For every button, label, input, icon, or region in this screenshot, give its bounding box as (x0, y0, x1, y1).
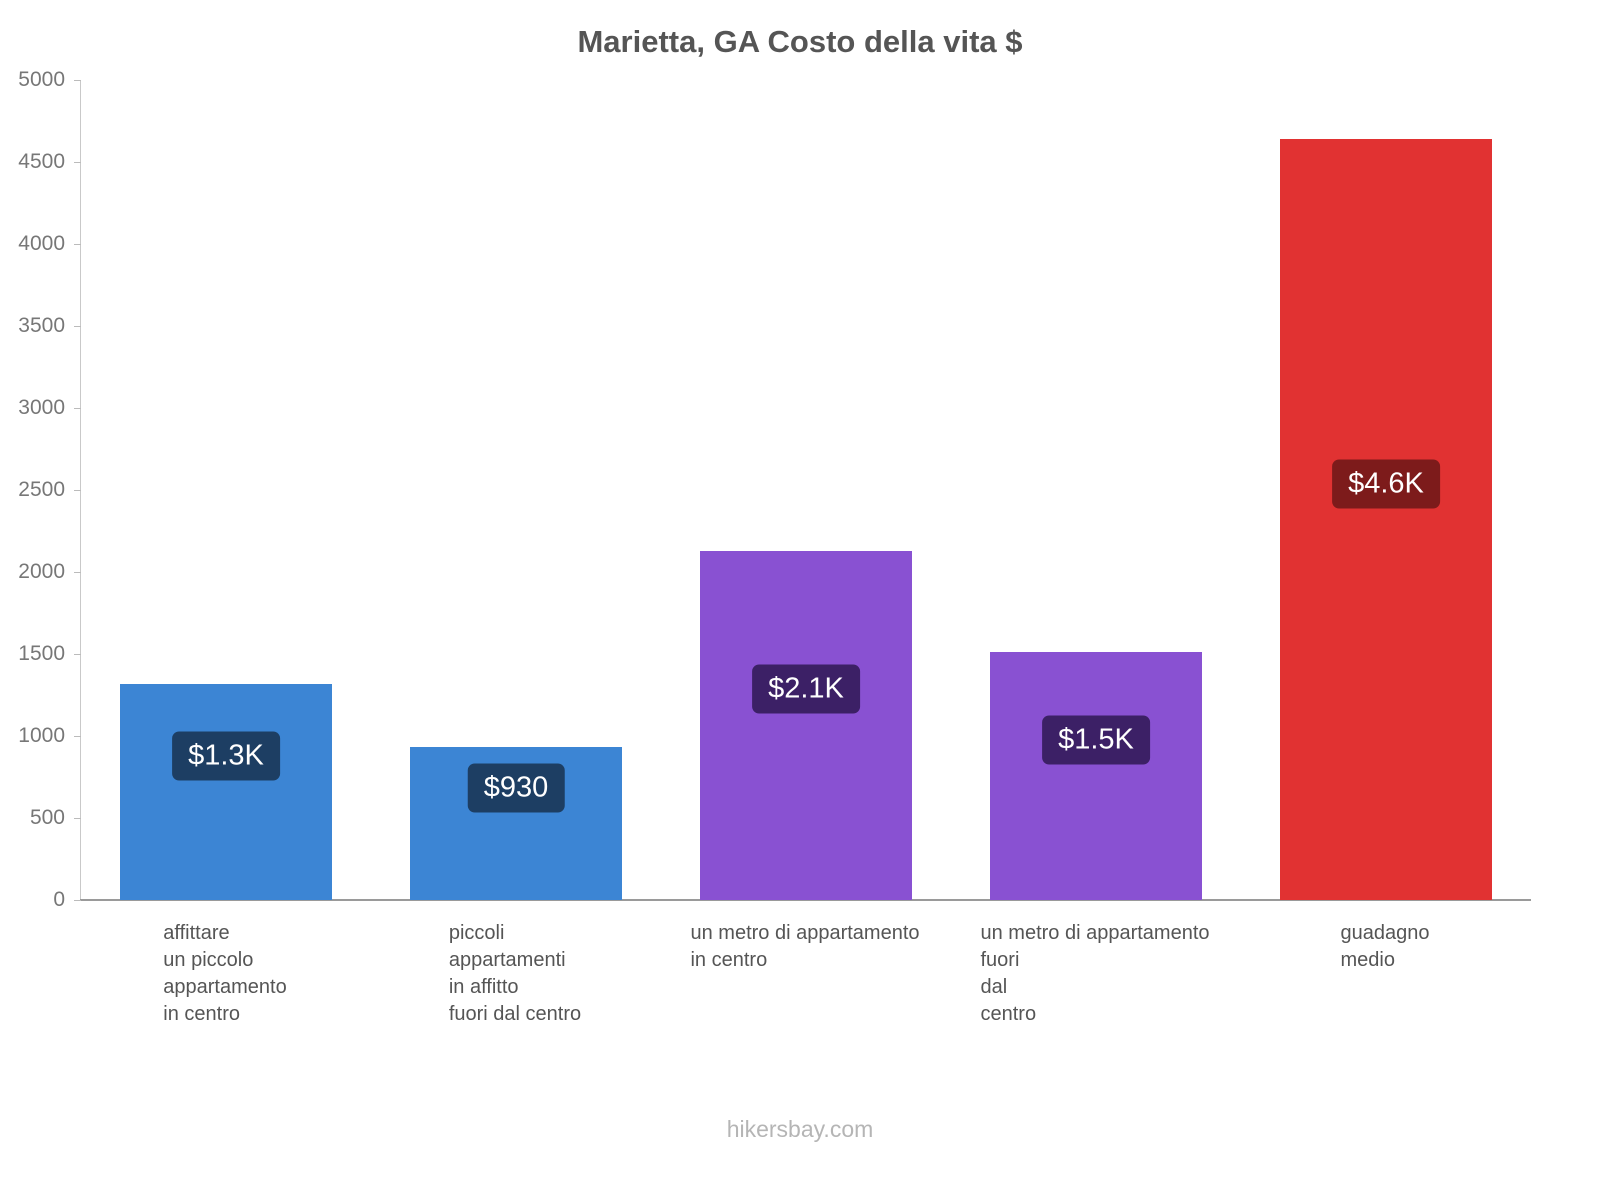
plot-area: 0 500 1000 1500 2000 2500 3000 3500 4000 4500 5000… (18, 68, 1531, 911)
y-axis-tick-label: 1000 (18, 724, 65, 747)
x-category-label-text: un metro di appartamento fuori dal centr… (980, 922, 1210, 1025)
x-category-label: un metro di appartamento in centro (660, 920, 950, 974)
y-axis-tick-label: 5000 (18, 68, 65, 91)
x-category-label: affittare un piccolo appartamento in cen… (80, 920, 370, 1028)
x-category-label-text: affittare un piccolo appartamento in cen… (163, 922, 287, 1025)
chart-title: Marietta, GA Costo della vita $ (577, 24, 1023, 59)
x-category-label: guadagno medio (1240, 920, 1530, 974)
bar-3 (700, 550, 912, 900)
bar-1 (120, 683, 332, 900)
y-axis-tick-mark (74, 818, 81, 819)
x-axis-baseline (80, 899, 1531, 901)
x-axis-labels: affittare un piccolo appartamento in cen… (80, 920, 1530, 1050)
bar-value-label: $1.3K (172, 731, 280, 781)
bar-value-label: $930 (467, 763, 565, 813)
y-axis-tick-label: 1500 (18, 642, 65, 665)
bar-5 (1280, 139, 1492, 900)
x-category-label-text: un metro di appartamento in centro (690, 922, 920, 971)
y-axis-tick-mark (74, 490, 81, 491)
y-axis-tick-label: 2500 (18, 478, 65, 501)
y-axis-tick-label: 3500 (18, 314, 65, 337)
bar-value-label: $1.5K (1042, 715, 1150, 765)
y-axis-tick-label: 500 (29, 806, 65, 829)
y-axis-tick-label: 3000 (18, 396, 65, 419)
y-axis-tick-label: 4500 (18, 150, 65, 173)
y-axis-tick-label: 2000 (18, 560, 65, 583)
x-category-label: un metro di appartamento fuori dal centr… (950, 920, 1240, 1028)
y-axis-tick-mark (74, 244, 81, 245)
y-axis-tick-mark (74, 326, 81, 327)
x-category-label: piccoli appartamenti in affitto fuori da… (370, 920, 660, 1028)
y-axis-tick-mark (74, 900, 81, 901)
y-axis-tick-mark (74, 408, 81, 409)
bar-value-label: $4.6K (1332, 459, 1440, 509)
x-category-label-text: guadagno medio (1340, 922, 1430, 971)
x-category-label-text: piccoli appartamenti in affitto fuori da… (448, 922, 582, 1025)
y-axis-tick-mark (74, 736, 81, 737)
y-axis-tick-mark (74, 572, 81, 573)
footer-watermark: hikersbay.com (726, 1116, 874, 1142)
y-axis-tick-mark (74, 654, 81, 655)
y-axis-tick-mark (74, 80, 81, 81)
y-axis-tick-mark (74, 162, 81, 163)
bar-value-label: $2.1K (752, 664, 860, 714)
y-axis-tick-label: 0 (53, 888, 65, 911)
y-axis-tick-label: 4000 (18, 232, 65, 255)
bar-4 (990, 652, 1202, 900)
